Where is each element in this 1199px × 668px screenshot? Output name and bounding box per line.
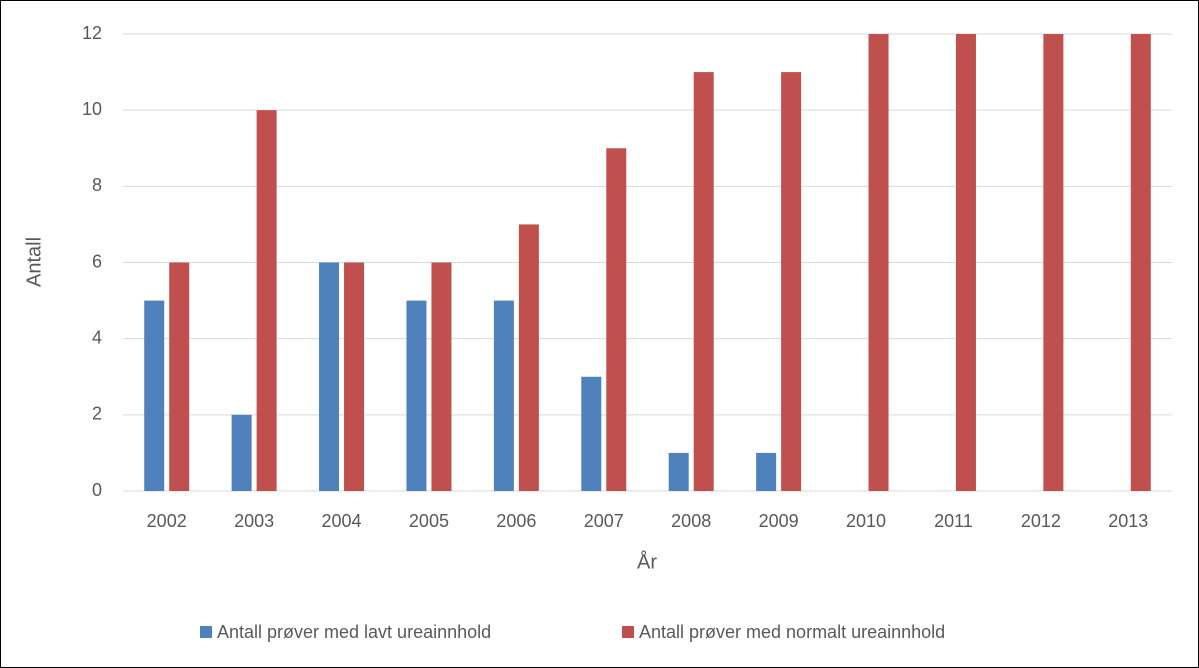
bar <box>344 262 365 491</box>
x-tick-label: 2013 <box>1108 511 1148 531</box>
bar <box>581 376 602 491</box>
bar <box>144 300 165 491</box>
y-axis-title: Antall <box>23 237 45 287</box>
bar <box>231 414 252 491</box>
y-tick-label: 10 <box>82 99 102 119</box>
x-tick-label: 2003 <box>234 511 274 531</box>
bar <box>781 72 802 491</box>
bar <box>319 262 340 491</box>
legend-swatch <box>200 626 212 638</box>
x-tick-label: 2007 <box>584 511 624 531</box>
bar <box>756 452 777 491</box>
x-tick-label: 2009 <box>759 511 799 531</box>
bar <box>868 34 889 491</box>
bar <box>518 224 539 491</box>
x-tick-label: 2002 <box>147 511 187 531</box>
legend-label: Antall prøver med lavt ureainnhold <box>217 622 491 642</box>
bar <box>406 300 427 491</box>
x-tick-label: 2006 <box>496 511 536 531</box>
bar <box>955 34 976 491</box>
x-tick-label: 2012 <box>1021 511 1061 531</box>
bar <box>1043 34 1064 491</box>
y-tick-label: 12 <box>82 23 102 43</box>
y-tick-label: 2 <box>92 404 102 424</box>
bar <box>169 262 190 491</box>
bar <box>1130 34 1151 491</box>
legend-label: Antall prøver med normalt ureainnhold <box>639 622 945 642</box>
y-tick-label: 6 <box>92 251 102 271</box>
x-tick-label: 2008 <box>671 511 711 531</box>
bar <box>668 452 689 491</box>
bar <box>431 262 452 491</box>
y-tick-label: 0 <box>92 480 102 500</box>
x-tick-label: 2005 <box>409 511 449 531</box>
x-tick-label: 2011 <box>934 511 973 531</box>
y-tick-label: 4 <box>92 327 102 347</box>
x-tick-label: 2010 <box>846 511 886 531</box>
bar <box>606 148 627 491</box>
x-tick-label: 2004 <box>322 511 362 531</box>
x-axis-title: År <box>637 550 657 573</box>
bar <box>256 110 277 492</box>
legend-swatch <box>622 626 634 638</box>
y-tick-label: 8 <box>92 175 102 195</box>
bar <box>493 300 514 491</box>
bar <box>693 72 714 491</box>
